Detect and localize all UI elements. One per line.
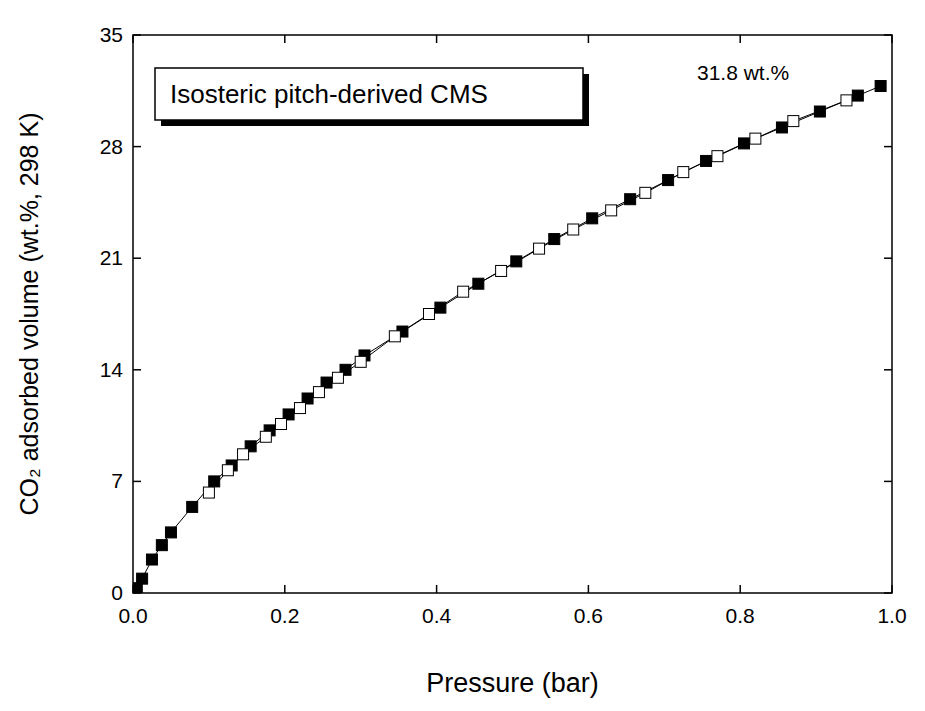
data-point [534,243,545,254]
x-tick [739,585,741,593]
data-point [156,540,167,551]
data-point [276,419,287,430]
x-tick-label: 0.4 [422,604,452,627]
data-point [511,256,522,267]
y-tick [133,369,141,371]
data-point [568,224,579,235]
data-point [332,372,343,383]
data-point [496,265,507,276]
data-point [473,278,484,289]
x-tick-label: 0.6 [574,604,603,627]
data-point [738,138,749,149]
data-point [389,331,400,342]
data-point [678,167,689,178]
data-point [875,81,886,92]
data-point [294,403,305,414]
x-tick-label: 0.8 [726,604,755,627]
title-box [155,68,583,120]
data-point [701,155,712,166]
series-line [209,100,847,492]
data-point [750,133,761,144]
y-tick-label: 0 [111,581,123,604]
y-tick [133,257,141,259]
y-tick [133,146,141,148]
y-tick-label: 14 [100,358,124,381]
data-point [788,116,799,127]
data-point [222,465,233,476]
data-point [203,487,214,498]
x-tick-top [436,35,438,43]
data-point [238,449,249,460]
title: Isosteric pitch-derived CMS [170,79,488,109]
y-tick-label: 28 [100,135,123,158]
data-point [313,387,324,398]
data-point [424,309,435,320]
x-tick-label: 0.2 [270,604,299,627]
y-tick-right [884,481,892,483]
data-point [260,431,271,442]
x-tick [588,585,590,593]
data-point [712,151,723,162]
plot-frame [133,35,892,593]
data-point [841,95,852,106]
data-point [209,476,220,487]
data-point [625,194,636,205]
data-point [776,122,787,133]
x-tick-top [284,35,286,43]
data-point [137,573,148,584]
y-tick-right [884,369,892,371]
x-tick [436,585,438,593]
y-tick-label: 35 [100,23,123,46]
series-line [137,86,881,588]
data-point [587,213,598,224]
y-tick-label: 21 [100,246,123,269]
x-tick-label: 1.0 [877,604,906,627]
y-tick-right [884,146,892,148]
x-axis-label: Pressure (bar) [426,668,599,698]
data-point [606,205,617,216]
data-point [458,286,469,297]
data-point [852,90,863,101]
x-tick [284,585,286,593]
data-point [165,527,176,538]
y-tick-right [884,257,892,259]
y-axis-label: CO₂ adsorbed volume (wt.%, 298 K) [15,113,43,516]
x-tick-top [588,35,590,43]
data-point [187,501,198,512]
data-point [549,234,560,245]
y-tick-label: 7 [111,469,123,492]
data-point [355,356,366,367]
x-tick-top [739,35,741,43]
annotation: 31.8 wt.% [697,61,789,84]
y-tick [133,481,141,483]
data-point [663,175,674,186]
data-point [435,302,446,313]
chart: 0.0 0.2 0.4 0.6 0.8 1.0 0 7 14 21 28 35 Isosteric pi… [0,0,925,711]
plot-area [133,81,886,593]
data-point [640,187,651,198]
data-point [814,106,825,117]
data-point [146,554,157,565]
x-tick-label: 0.0 [118,604,147,627]
